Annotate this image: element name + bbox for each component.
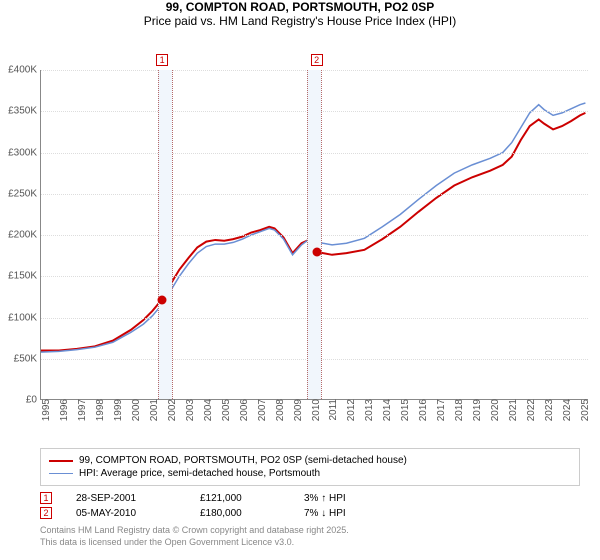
x-tick: 2023 [544, 399, 555, 421]
y-tick: £200K [8, 230, 41, 241]
x-tick: 2020 [490, 399, 501, 421]
sale-date: 28-SEP-2001 [76, 493, 176, 504]
x-tick: 2003 [185, 399, 196, 421]
chart-container: £0 £50K £100K £150K £200K £250K £300K £350K £400… [0, 32, 600, 444]
footer-line: Contains HM Land Registry data © Crown c… [40, 525, 580, 537]
x-tick: 2015 [400, 399, 411, 421]
y-tick: £400K [8, 65, 41, 76]
x-tick: 2011 [328, 399, 339, 421]
sale-delta: 3% ↑ HPI [304, 493, 346, 504]
x-tick: 2001 [149, 399, 160, 421]
y-tick: £250K [8, 188, 41, 199]
x-tick: 2014 [382, 399, 393, 421]
x-tick: 2016 [418, 399, 429, 421]
x-tick: 2012 [346, 399, 357, 421]
x-tick: 2018 [454, 399, 465, 421]
sale-dot [312, 247, 321, 256]
sale-marker: 1 [156, 54, 168, 66]
x-tick: 1996 [59, 399, 70, 421]
x-tick: 2024 [562, 399, 573, 421]
y-tick: £300K [8, 147, 41, 158]
x-tick: 2013 [364, 399, 375, 421]
x-tick: 2007 [257, 399, 268, 421]
sale-price: £180,000 [200, 508, 280, 519]
x-tick: 2019 [472, 399, 483, 421]
legend-label: 99, COMPTON ROAD, PORTSMOUTH, PO2 0SP (s… [79, 455, 407, 466]
x-tick: 1999 [113, 399, 124, 421]
chart-subtitle: Price paid vs. HM Land Registry's House … [0, 14, 600, 28]
plot-area: £0£50K£100K£150K£200K£250K£300K£350K£400… [40, 70, 588, 400]
sale-marker: 2 [311, 54, 323, 66]
x-tick: 2008 [275, 399, 286, 421]
x-tick: 2017 [436, 399, 447, 421]
sale-row-marker: 1 [40, 492, 52, 504]
sale-delta: 7% ↓ HPI [304, 508, 346, 519]
legend-item: HPI: Average price, semi-detached house,… [49, 468, 571, 479]
x-tick: 2009 [293, 399, 304, 421]
x-tick: 2002 [167, 399, 178, 421]
chart-title: 99, COMPTON ROAD, PORTSMOUTH, PO2 0SP [0, 0, 600, 14]
x-tick: 2005 [221, 399, 232, 421]
x-tick: 2004 [203, 399, 214, 421]
x-tick: 1998 [95, 399, 106, 421]
sale-row-marker: 2 [40, 507, 52, 519]
footer-line: This data is licensed under the Open Gov… [40, 537, 580, 549]
sale-row: 2 05-MAY-2010 £180,000 7% ↓ HPI [40, 507, 580, 519]
sale-dot [158, 296, 167, 305]
x-tick: 2010 [311, 399, 322, 421]
y-tick: £150K [8, 271, 41, 282]
x-tick: 2025 [580, 399, 591, 421]
x-tick: 1995 [41, 399, 52, 421]
footer: Contains HM Land Registry data © Crown c… [40, 525, 580, 548]
legend-item: 99, COMPTON ROAD, PORTSMOUTH, PO2 0SP (s… [49, 455, 571, 466]
y-tick: £100K [8, 312, 41, 323]
x-tick: 2000 [131, 399, 142, 421]
legend: 99, COMPTON ROAD, PORTSMOUTH, PO2 0SP (s… [40, 448, 580, 486]
legend-label: HPI: Average price, semi-detached house,… [79, 468, 320, 479]
y-tick: £350K [8, 106, 41, 117]
x-tick: 2006 [239, 399, 250, 421]
y-tick: £50K [14, 353, 41, 364]
sales-table: 1 28-SEP-2001 £121,000 3% ↑ HPI 2 05-MAY-2010… [40, 492, 580, 519]
x-tick: 1997 [77, 399, 88, 421]
sale-date: 05-MAY-2010 [76, 508, 176, 519]
x-tick: 2021 [508, 399, 519, 421]
x-tick: 2022 [526, 399, 537, 421]
sale-row: 1 28-SEP-2001 £121,000 3% ↑ HPI [40, 492, 580, 504]
y-tick: £0 [26, 395, 41, 406]
sale-price: £121,000 [200, 493, 280, 504]
